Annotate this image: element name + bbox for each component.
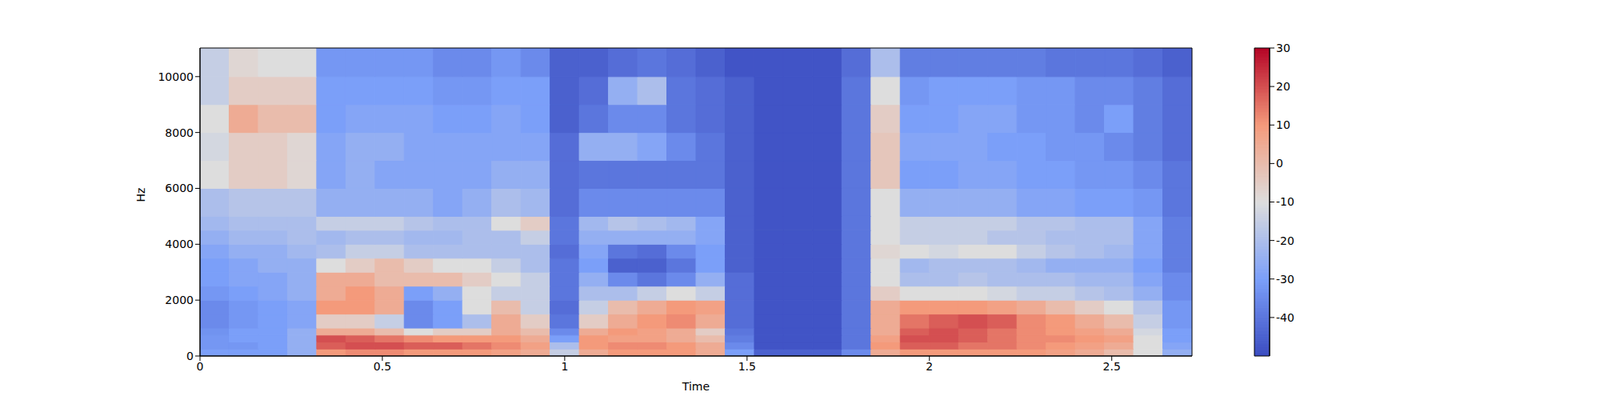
svg-text:10000: 10000: [157, 70, 194, 84]
svg-text:0: 0: [186, 349, 194, 363]
svg-text:6000: 6000: [164, 181, 194, 195]
svg-text:10: 10: [1276, 118, 1291, 132]
svg-text:2: 2: [925, 360, 933, 373]
svg-text:Hz: Hz: [134, 188, 148, 203]
svg-text:-30: -30: [1276, 272, 1295, 286]
svg-text:2.5: 2.5: [1103, 360, 1121, 373]
svg-text:1: 1: [560, 360, 568, 373]
svg-text:Time: Time: [681, 380, 710, 393]
svg-text:-20: -20: [1276, 234, 1295, 248]
svg-text:30: 30: [1276, 41, 1291, 55]
svg-text:20: 20: [1276, 80, 1291, 93]
svg-text:-40: -40: [1276, 311, 1295, 324]
svg-text:-10: -10: [1276, 195, 1295, 208]
svg-text:0.5: 0.5: [373, 360, 392, 373]
svg-text:8000: 8000: [164, 126, 194, 140]
svg-text:4000: 4000: [164, 237, 194, 251]
svg-text:0: 0: [196, 360, 204, 373]
svg-text:0: 0: [1276, 156, 1284, 170]
svg-text:1.5: 1.5: [738, 360, 756, 373]
svg-text:2000: 2000: [164, 293, 194, 307]
